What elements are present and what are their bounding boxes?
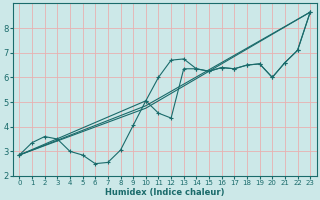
X-axis label: Humidex (Indice chaleur): Humidex (Indice chaleur) [105,188,225,197]
